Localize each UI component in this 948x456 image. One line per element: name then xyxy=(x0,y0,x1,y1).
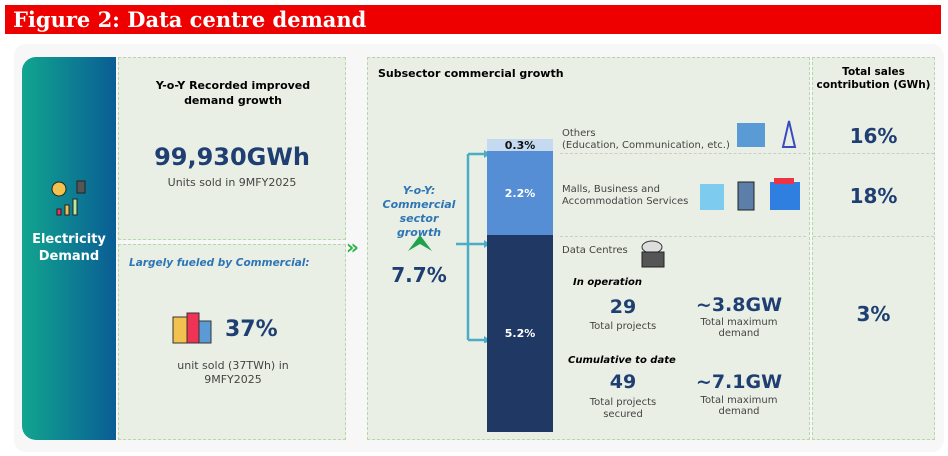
sales-contribution-panel: Total sales contribution (GWh) 16% 18% 3… xyxy=(812,57,935,440)
commercial-share-value: 37% xyxy=(225,317,278,342)
units-sold-value: 99,930GWh xyxy=(154,143,310,171)
op-projects-value: 29 xyxy=(609,296,637,318)
op-demand-label: Total maximum demand xyxy=(700,317,778,339)
sales-dc-value: 3% xyxy=(856,302,891,326)
subsector-panel: Subsector commercial growth Y-o-Y: Comme… xyxy=(367,57,810,440)
others-label: Others (Education, Communication, etc.) xyxy=(562,128,730,151)
electricity-demand-label: Electricity Demand xyxy=(32,232,106,264)
chevron-right-icon: » xyxy=(346,235,359,259)
in-operation-label: In operation xyxy=(573,277,643,288)
cum-demand-label: Total maximum demand xyxy=(700,395,778,417)
commercial-share-card: Largely fueled by Commercial: 37% unit s… xyxy=(118,244,346,440)
cum-projects-label: Total projects secured xyxy=(589,397,657,420)
yoy-label: Y-o-Y: Commercial sector growth xyxy=(382,184,456,239)
subsector-heading: Subsector commercial growth xyxy=(378,67,564,80)
buildings-icon xyxy=(172,312,212,344)
up-arrow-icon xyxy=(408,235,432,251)
cumulative-label: Cumulative to date xyxy=(568,355,676,366)
cum-projects-value: 49 xyxy=(609,371,637,393)
mall-office-hotel-icon xyxy=(700,178,800,211)
yoy-value: 7.7% xyxy=(391,263,447,287)
malls-label: Malls, Business and Accommodation Servic… xyxy=(562,184,689,207)
sales-contribution-heading: Total sales contribution (GWh) xyxy=(816,66,931,91)
bar-segment-data-centres: 5.2% xyxy=(487,235,553,432)
op-demand-value: ~3.8GW xyxy=(695,294,783,316)
data-centre-icon xyxy=(641,240,665,268)
demand-growth-heading: Y-o-Y Recorded improved demand growth xyxy=(155,79,311,107)
commercial-share-label: unit sold (37TWh) in 9MFY2025 xyxy=(177,359,289,386)
op-projects-label: Total projects xyxy=(589,321,657,332)
bar-segment-malls: 2.2% xyxy=(487,151,553,235)
demand-growth-card: Y-o-Y Recorded improved demand growth 99… xyxy=(118,57,346,240)
school-tower-icon xyxy=(737,120,797,148)
bar-segment-others: 0.3% xyxy=(487,139,553,152)
bracket-arrows xyxy=(456,150,490,343)
commercial-share-heading: Largely fueled by Commercial: xyxy=(129,257,310,269)
figure-title: Figure 2: Data centre demand xyxy=(5,5,941,34)
electricity-growth-icon xyxy=(51,180,86,216)
electricity-demand-panel: Electricity Demand xyxy=(22,57,116,440)
data-centres-label: Data Centres xyxy=(562,245,628,256)
sales-malls-value: 18% xyxy=(849,184,898,208)
cum-demand-value: ~7.1GW xyxy=(695,371,783,393)
sales-others-value: 16% xyxy=(849,124,898,148)
units-sold-label: Units sold in 9MFY2025 xyxy=(167,176,297,189)
